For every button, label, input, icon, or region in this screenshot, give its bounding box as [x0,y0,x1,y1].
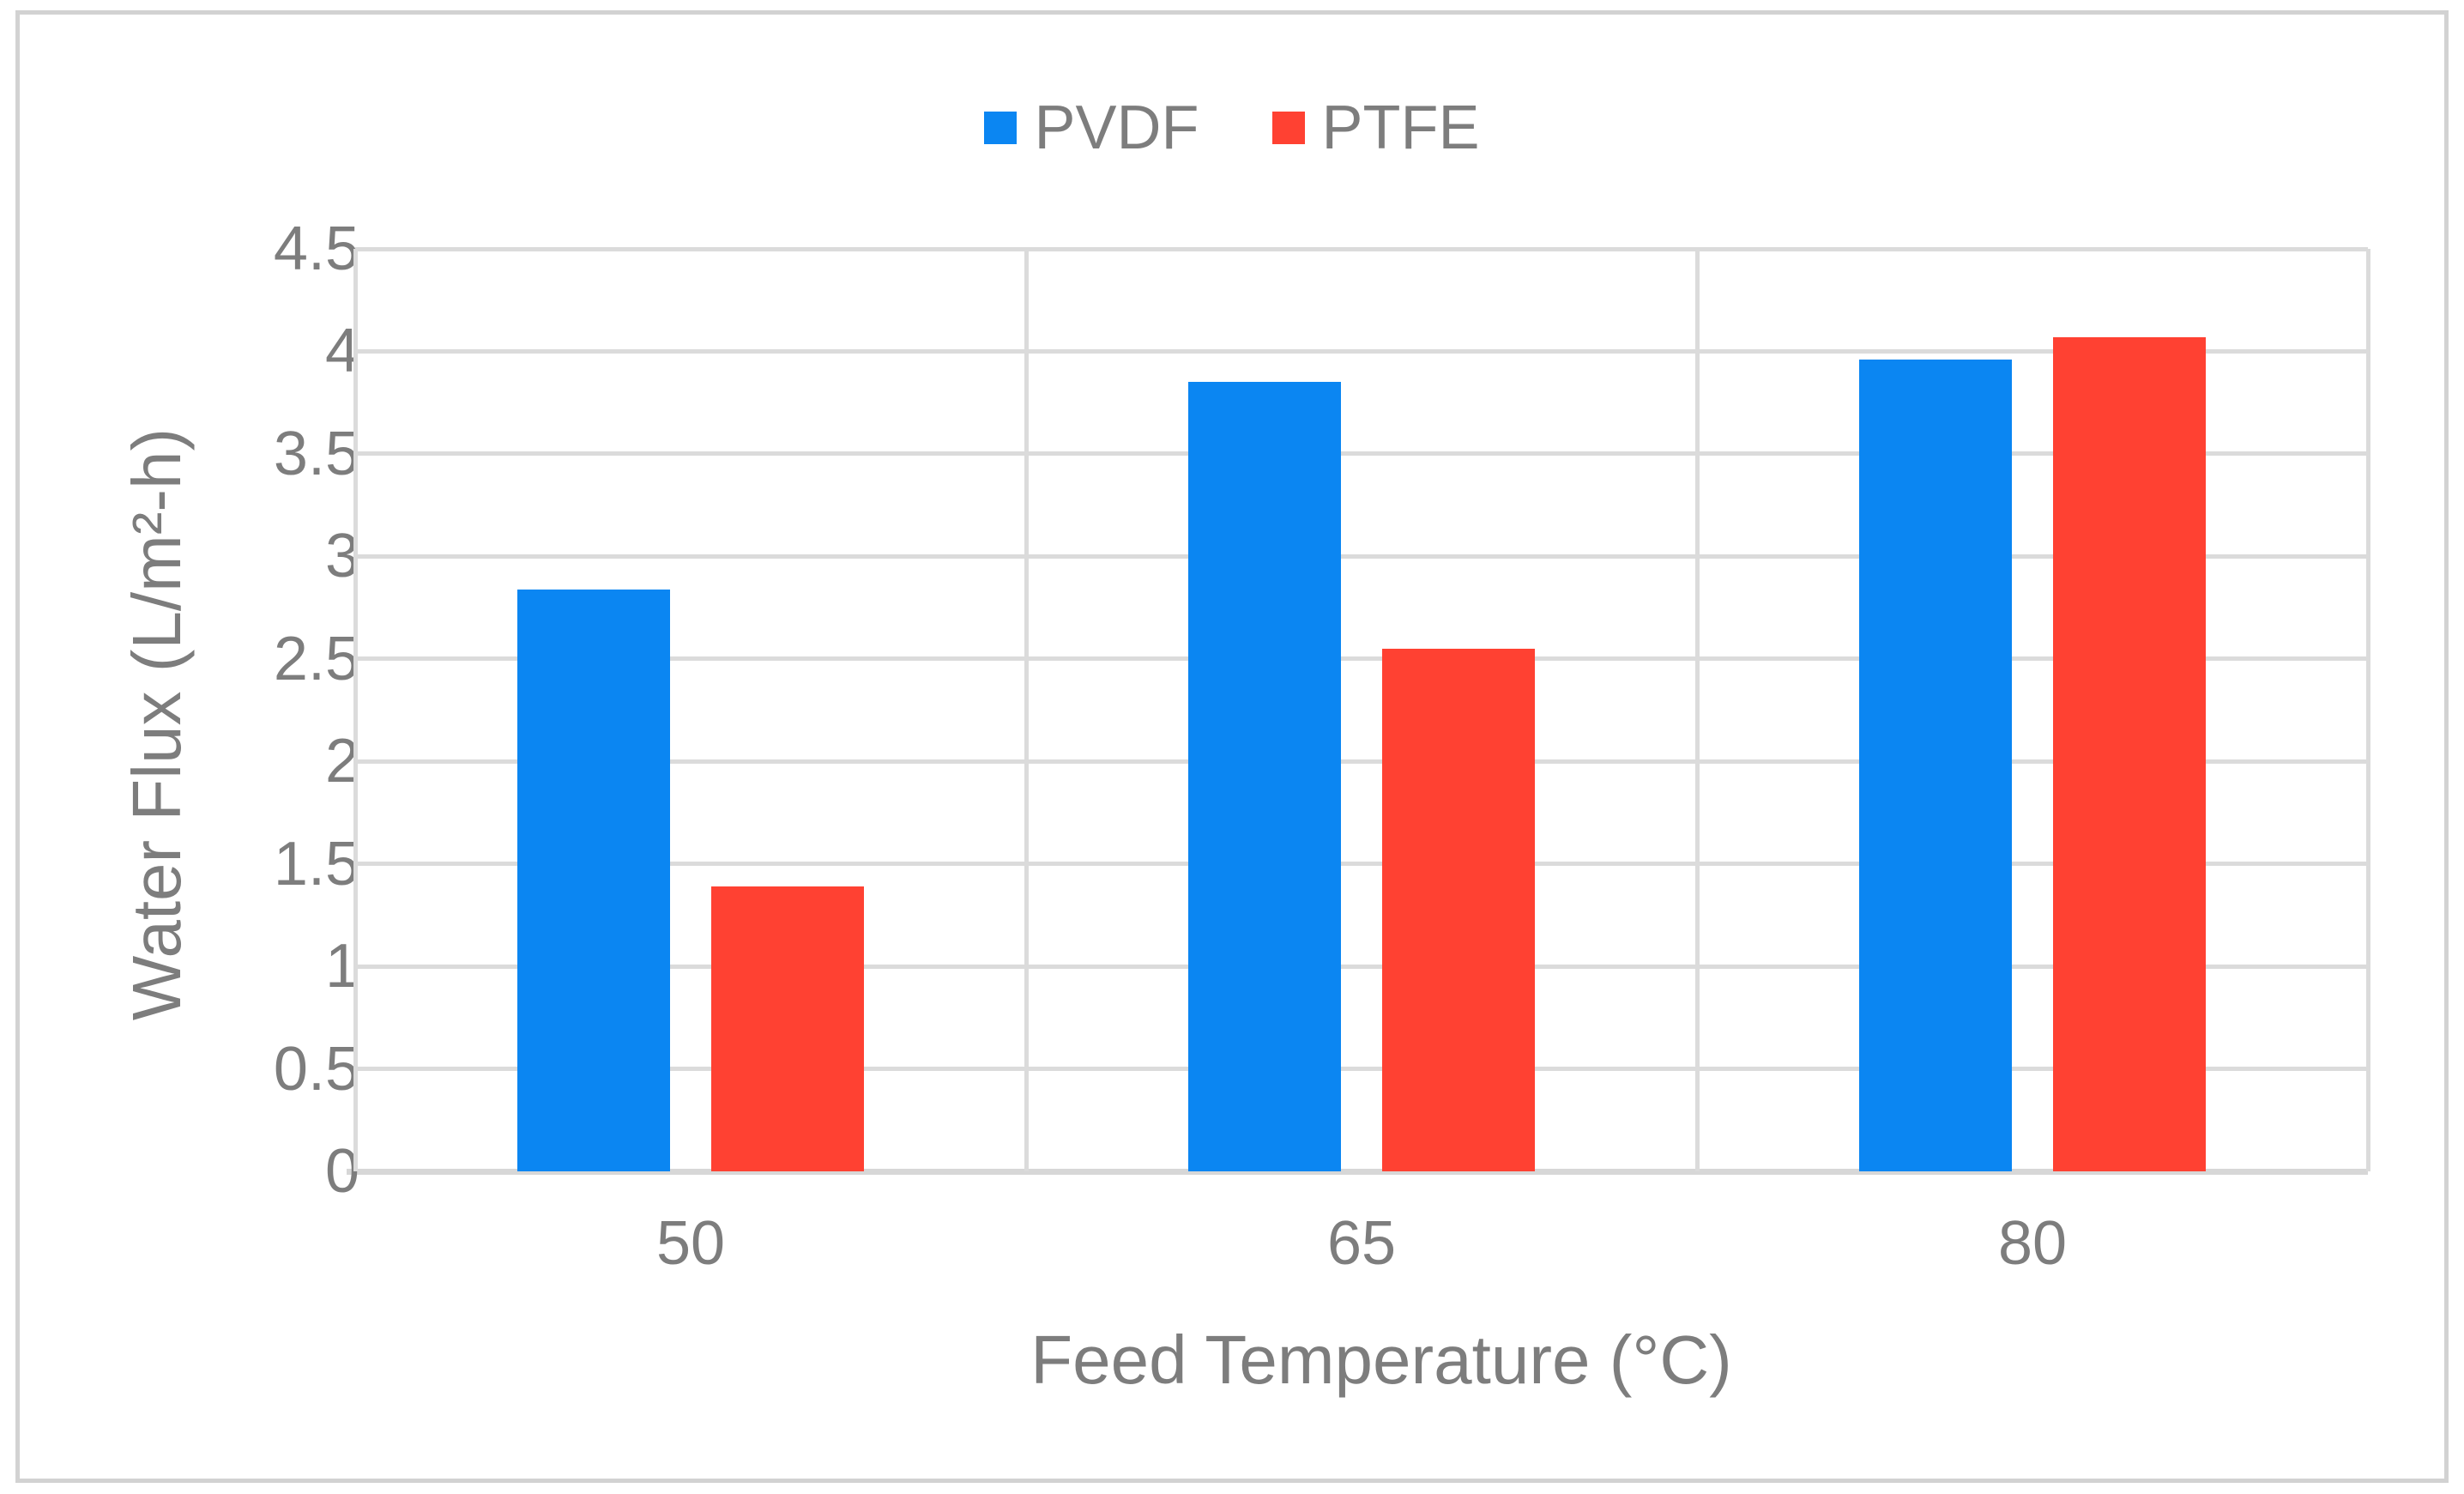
y-tick-label: 0.5 [273,1034,359,1104]
chart-frame: PVDF PTFE Feed Temperature (°C) Water Fl… [15,10,2449,1483]
y-tick-label: 2.5 [273,624,359,693]
gridline-vertical [353,249,358,1171]
legend: PVDF PTFE [20,97,2444,159]
gridline-vertical [1694,249,1700,1171]
y-axis-title-text: Water Flux (L/m²-h) [118,427,195,1021]
legend-label-pvdf: PVDF [1034,94,1199,162]
bar-ptfe-80 [2053,336,2206,1171]
y-tick-label: 4 [324,317,359,386]
gridline-horizontal [355,348,2368,354]
y-tick-label: 1 [324,932,359,1001]
y-tick-label: 3.5 [273,419,359,488]
bar-pvdf-65 [1188,382,1341,1171]
gridline-horizontal [355,759,2368,764]
y-tick-label: 2 [324,727,359,796]
x-axis-line [347,1169,2368,1175]
legend-marker-pvdf [984,112,1018,144]
gridline-horizontal [355,451,2368,457]
bar-ptfe-65 [1382,648,1535,1171]
bar-pvdf-80 [1859,360,2012,1171]
gridline-vertical [1024,249,1029,1171]
x-tick-label: 65 [1326,1209,1397,1278]
y-tick-label: 4.5 [273,215,359,283]
legend-marker-ptfe [1271,112,1305,144]
legend-label-ptfe: PTFE [1321,94,1480,162]
x-tick-label: 80 [1997,1209,2068,1278]
y-tick-label: 3 [324,522,359,591]
bar-pvdf-50 [517,589,670,1171]
bar-ptfe-50 [711,886,864,1171]
x-axis-title: Feed Temperature (°C) [1030,1322,1732,1398]
gridline-horizontal [355,553,2368,559]
gridline-horizontal [355,656,2368,662]
gridline-horizontal [355,862,2368,867]
legend-item-ptfe: PTFE [1271,94,1480,162]
y-tick-label: 0 [324,1137,359,1206]
legend-item-pvdf: PVDF [984,97,1199,159]
gridline-horizontal [355,964,2368,969]
y-tick-label: 1.5 [273,829,359,898]
gridline-horizontal [355,1067,2368,1072]
x-tick-label: 50 [655,1209,726,1278]
gridline-vertical [2365,249,2370,1171]
gridline-horizontal [355,246,2368,251]
